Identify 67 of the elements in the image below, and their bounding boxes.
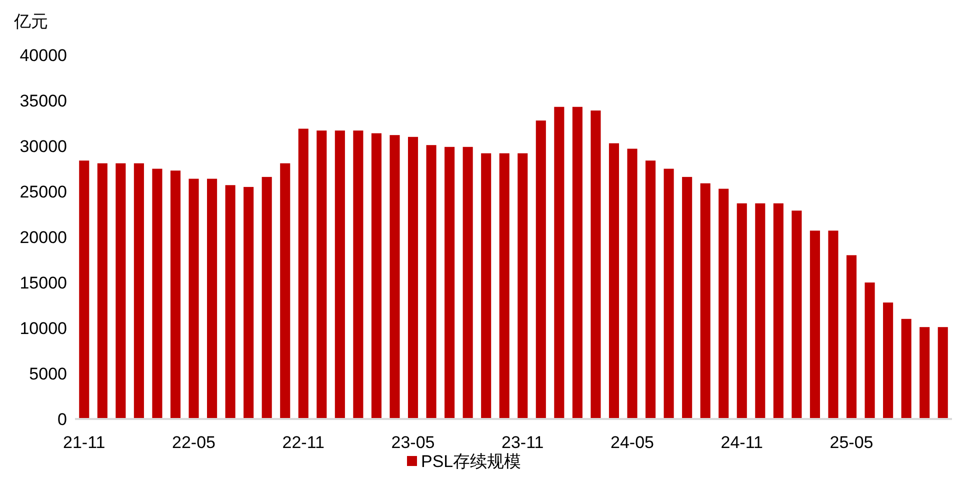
bar: [207, 178, 218, 419]
bar: [536, 120, 546, 419]
bar: [116, 163, 126, 419]
bar: [390, 135, 400, 419]
y-tick-label: 40000: [20, 46, 67, 65]
y-tick-label: 5000: [29, 364, 67, 384]
bar: [590, 110, 601, 419]
bar: [755, 203, 766, 419]
y-tick-label: 10000: [20, 319, 67, 338]
bar: [792, 210, 802, 419]
bar: [225, 185, 236, 419]
x-tick-label: 25-05: [830, 433, 874, 452]
bar: [646, 160, 656, 419]
bar: [481, 153, 492, 419]
bar: [334, 130, 345, 419]
bar: [554, 106, 564, 419]
y-tick-label: 15000: [20, 274, 67, 292]
bar: [280, 163, 290, 419]
bar: [134, 163, 144, 419]
bar: [499, 153, 510, 419]
x-tick-label: 24-11: [720, 433, 763, 452]
bar: [371, 133, 382, 419]
bar: [444, 146, 455, 419]
bar: [572, 106, 582, 419]
bar: [920, 327, 930, 419]
bar: [79, 160, 90, 419]
x-tick-label: 23-11: [502, 433, 544, 452]
bar: [188, 178, 199, 419]
bar: [682, 176, 692, 419]
bar: [736, 203, 747, 419]
x-tick-label: 22-05: [172, 433, 216, 452]
bar: [316, 130, 327, 419]
bar: [244, 186, 254, 419]
x-tick-label: 24-05: [610, 433, 654, 452]
bar: [152, 168, 162, 419]
bar: [901, 318, 912, 419]
bar: [718, 188, 729, 419]
legend: PSL存续规模: [407, 452, 522, 471]
bar: [608, 143, 620, 419]
bar: [97, 163, 108, 419]
bar: [426, 145, 436, 419]
bar: [298, 128, 308, 419]
bar: [627, 148, 638, 419]
bar: [408, 136, 418, 419]
bar: [846, 255, 857, 419]
bar: [938, 327, 948, 419]
x-tick-label: 21-11: [63, 433, 106, 452]
x-tick-label: 22-11: [282, 433, 324, 452]
bar: [262, 176, 272, 419]
bar: [810, 230, 820, 419]
bar: [883, 302, 894, 419]
bar: [828, 230, 838, 419]
bar: [353, 130, 364, 419]
bar: [864, 282, 875, 419]
y-tick-label: 30000: [20, 137, 67, 156]
bar: [664, 168, 674, 419]
bar: [518, 153, 528, 419]
y-tick-label: 0: [58, 410, 67, 429]
bar: [170, 170, 181, 419]
bar: [462, 146, 473, 419]
y-tick-label: 35000: [20, 92, 67, 110]
y-tick-label: 25000: [20, 182, 67, 202]
bar: [773, 203, 784, 419]
bar: [700, 183, 710, 419]
x-tick-label: 23-05: [391, 433, 435, 452]
y-tick-label: 20000: [20, 228, 67, 247]
y-axis-title: 亿元: [13, 12, 48, 31]
